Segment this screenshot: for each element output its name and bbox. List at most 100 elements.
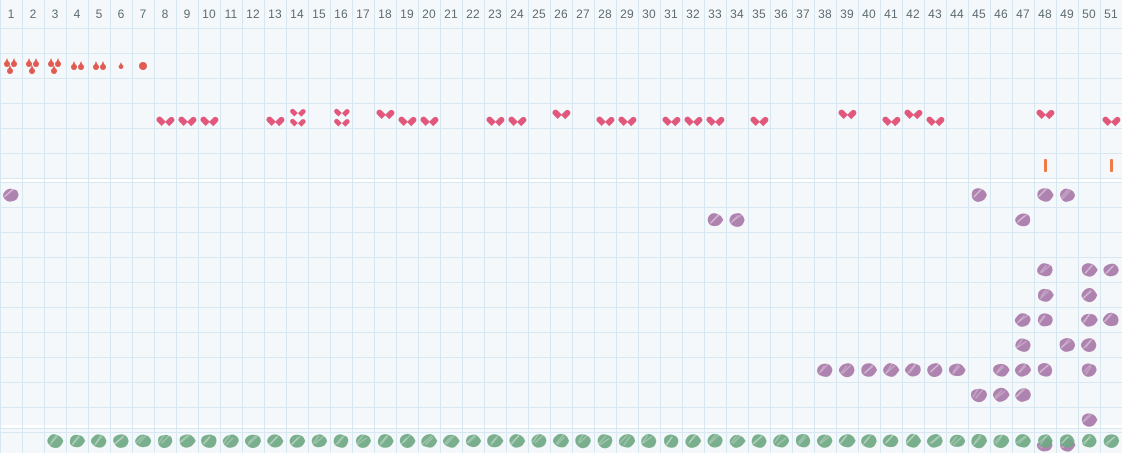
green-block-day-20[interactable] — [418, 428, 440, 453]
day-number-2[interactable]: 2 — [29, 7, 37, 21]
green-block-day-49[interactable] — [1056, 428, 1078, 453]
purple-block-r6-day-49[interactable] — [1056, 332, 1078, 357]
green-block-day-17[interactable] — [352, 428, 374, 453]
green-block-day-47[interactable] — [1012, 428, 1034, 453]
purple-block-r5-day-51[interactable] — [1100, 307, 1122, 332]
green-block-day-27[interactable] — [572, 428, 594, 453]
day-number-13[interactable]: 13 — [268, 7, 282, 21]
day-number-15[interactable]: 15 — [312, 7, 326, 21]
purple-block-r6-day-50[interactable] — [1078, 332, 1100, 357]
green-block-day-31[interactable] — [660, 428, 682, 453]
green-block-day-19[interactable] — [396, 428, 418, 453]
purple-block-r3-day-48[interactable] — [1034, 257, 1056, 282]
green-block-day-42[interactable] — [902, 428, 924, 453]
day-number-4[interactable]: 4 — [73, 7, 81, 21]
green-block-day-23[interactable] — [484, 428, 506, 453]
green-block-day-36[interactable] — [770, 428, 792, 453]
green-block-day-37[interactable] — [792, 428, 814, 453]
day-number-51[interactable]: 51 — [1104, 7, 1118, 21]
green-block-day-3[interactable] — [44, 428, 66, 453]
intimacy-cell-day-19[interactable] — [396, 103, 418, 128]
day-number-16[interactable]: 16 — [334, 7, 348, 21]
day-number-44[interactable]: 44 — [950, 7, 964, 21]
day-number-7[interactable]: 7 — [139, 7, 147, 21]
purple-block-r3-day-50[interactable] — [1078, 257, 1100, 282]
day-number-37[interactable]: 37 — [796, 7, 810, 21]
day-number-21[interactable]: 21 — [444, 7, 458, 21]
day-number-5[interactable]: 5 — [95, 7, 103, 21]
green-block-day-33[interactable] — [704, 428, 726, 453]
day-number-31[interactable]: 31 — [664, 7, 678, 21]
green-block-day-7[interactable] — [132, 428, 154, 453]
day-number-39[interactable]: 39 — [840, 7, 854, 21]
green-block-day-14[interactable] — [286, 428, 308, 453]
green-block-day-4[interactable] — [66, 428, 88, 453]
intimacy-cell-day-23[interactable] — [484, 103, 506, 128]
day-number-41[interactable]: 41 — [884, 7, 898, 21]
purple-block-r1-day-33[interactable] — [704, 207, 726, 232]
green-block-day-11[interactable] — [220, 428, 242, 453]
day-number-24[interactable]: 24 — [510, 7, 524, 21]
purple-block-r8-day-46[interactable] — [990, 382, 1012, 407]
purple-block-r0-day-1[interactable] — [0, 182, 22, 207]
green-block-day-43[interactable] — [924, 428, 946, 453]
purple-block-r7-day-39[interactable] — [836, 357, 858, 382]
intimacy-cell-day-13[interactable] — [264, 103, 286, 128]
flow-cell-day-7[interactable] — [132, 53, 154, 78]
green-block-day-18[interactable] — [374, 428, 396, 453]
purple-block-r7-day-47[interactable] — [1012, 357, 1034, 382]
purple-block-r9-day-50[interactable] — [1078, 407, 1100, 432]
marker-cell-day-51[interactable] — [1100, 153, 1122, 178]
green-block-day-25[interactable] — [528, 428, 550, 453]
flow-cell-day-2[interactable] — [22, 53, 44, 78]
green-block-day-13[interactable] — [264, 428, 286, 453]
day-number-3[interactable]: 3 — [51, 7, 59, 21]
day-number-1[interactable]: 1 — [7, 7, 15, 21]
purple-block-r3-day-51[interactable] — [1100, 257, 1122, 282]
day-number-32[interactable]: 32 — [686, 7, 700, 21]
green-block-day-12[interactable] — [242, 428, 264, 453]
green-block-day-48[interactable] — [1034, 428, 1056, 453]
purple-block-r1-day-47[interactable] — [1012, 207, 1034, 232]
green-block-day-16[interactable] — [330, 428, 352, 453]
intimacy-cell-day-10[interactable] — [198, 103, 220, 128]
day-number-9[interactable]: 9 — [183, 7, 191, 21]
day-number-48[interactable]: 48 — [1038, 7, 1052, 21]
green-block-day-6[interactable] — [110, 428, 132, 453]
marker-cell-day-48[interactable] — [1034, 153, 1056, 178]
intimacy-cell-day-20[interactable] — [418, 103, 440, 128]
day-number-36[interactable]: 36 — [774, 7, 788, 21]
day-number-33[interactable]: 33 — [708, 7, 722, 21]
day-number-25[interactable]: 25 — [532, 7, 546, 21]
green-block-day-26[interactable] — [550, 428, 572, 453]
purple-block-r0-day-45[interactable] — [968, 182, 990, 207]
flow-cell-day-6[interactable] — [110, 53, 132, 78]
purple-block-r7-day-48[interactable] — [1034, 357, 1056, 382]
day-number-50[interactable]: 50 — [1082, 7, 1096, 21]
green-block-day-32[interactable] — [682, 428, 704, 453]
green-block-day-51[interactable] — [1100, 428, 1122, 453]
intimacy-cell-day-32[interactable] — [682, 103, 704, 128]
flow-cell-day-5[interactable] — [88, 53, 110, 78]
day-number-49[interactable]: 49 — [1060, 7, 1074, 21]
green-block-day-5[interactable] — [88, 428, 110, 453]
day-number-6[interactable]: 6 — [117, 7, 125, 21]
intimacy-cell-day-35[interactable] — [748, 103, 770, 128]
purple-block-r0-day-49[interactable] — [1056, 182, 1078, 207]
day-number-20[interactable]: 20 — [422, 7, 436, 21]
intimacy-cell-day-8[interactable] — [154, 103, 176, 128]
purple-block-r7-day-38[interactable] — [814, 357, 836, 382]
purple-block-r6-day-47[interactable] — [1012, 332, 1034, 357]
intimacy-cell-day-9[interactable] — [176, 103, 198, 128]
intimacy-cell-day-16[interactable] — [330, 103, 352, 128]
green-block-day-28[interactable] — [594, 428, 616, 453]
green-block-day-41[interactable] — [880, 428, 902, 453]
intimacy-cell-day-39[interactable] — [836, 103, 858, 128]
day-number-18[interactable]: 18 — [378, 7, 392, 21]
day-number-47[interactable]: 47 — [1016, 7, 1030, 21]
day-number-45[interactable]: 45 — [972, 7, 986, 21]
day-number-43[interactable]: 43 — [928, 7, 942, 21]
intimacy-cell-day-48[interactable] — [1034, 103, 1056, 128]
green-block-day-8[interactable] — [154, 428, 176, 453]
intimacy-cell-day-26[interactable] — [550, 103, 572, 128]
